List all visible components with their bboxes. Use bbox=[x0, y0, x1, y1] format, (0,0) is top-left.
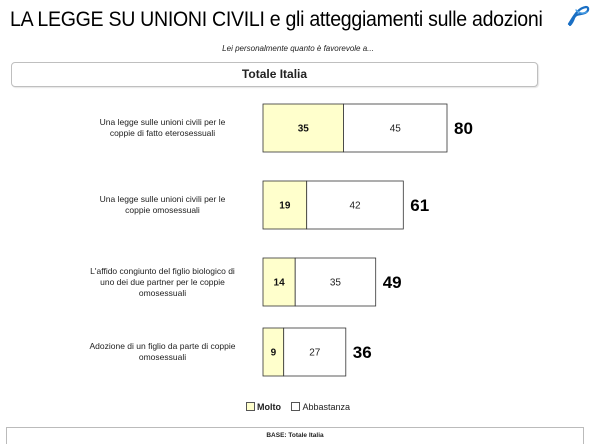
category-label-2: L'affido congiunto del figlio biologico … bbox=[70, 266, 255, 299]
value-label-abbastanza-3: 27 bbox=[309, 348, 321, 359]
base-note: BASE: Totale Italia bbox=[6, 427, 584, 444]
category-label-3: Adozione di un figlio da parte di coppie… bbox=[70, 341, 255, 363]
bar-abbastanza-3 bbox=[283, 327, 347, 377]
category-label-line: omosessuali bbox=[138, 287, 187, 298]
bar-abbastanza-1 bbox=[306, 180, 404, 230]
category-label-line: omosessuali bbox=[138, 352, 187, 362]
total-label-1: 61 bbox=[410, 196, 429, 215]
category-label-line: Adozione di un figlio da parte di coppie bbox=[89, 341, 236, 351]
legend-item-molto: Molto bbox=[245, 402, 284, 412]
total-label-0: 80 bbox=[454, 119, 473, 138]
legend-item-abbastanza: Abbastanza bbox=[291, 402, 350, 412]
total-label-3: 36 bbox=[353, 343, 372, 362]
value-label-molto-3: 9 bbox=[271, 348, 277, 359]
legend-label-molto: Molto bbox=[256, 402, 281, 412]
chart-legend: Molto Abbastanza bbox=[0, 402, 596, 412]
bar-molto-0 bbox=[262, 103, 344, 153]
total-label-2: 49 bbox=[383, 273, 402, 292]
page-title: LA LEGGE SU UNIONI CIVILI e gli atteggia… bbox=[10, 8, 543, 31]
category-label-line: coppie di fatto eterosessuali bbox=[109, 128, 216, 138]
category-label-line: L'affido congiunto del figlio biologico … bbox=[90, 265, 235, 276]
value-label-abbastanza-0: 45 bbox=[390, 124, 402, 135]
category-label-line: Una legge sulle unioni civili per le bbox=[99, 117, 226, 127]
category-label-1: Una legge sulle unioni civili per le copp… bbox=[70, 194, 255, 216]
value-label-abbastanza-1: 42 bbox=[349, 201, 361, 212]
value-label-molto-0: 35 bbox=[298, 124, 310, 135]
legend-swatch-abbastanza bbox=[291, 402, 301, 411]
stacked-bar-chart: 35 45 80 19 42 61 14 35 49 9 27 36 bbox=[262, 103, 473, 377]
question-subtitle: Lei personalmente quanto è favorevole a.… bbox=[222, 44, 374, 53]
category-label-line: uno dei due partner per le coppie bbox=[100, 276, 225, 287]
legend-swatch-molto bbox=[245, 402, 255, 411]
category-label-0: Una legge sulle unioni civili per le copp… bbox=[70, 117, 255, 139]
value-label-abbastanza-2: 35 bbox=[330, 278, 342, 289]
category-label-line: coppie omosessuali bbox=[125, 205, 200, 215]
bar-molto-1 bbox=[262, 180, 308, 230]
value-label-molto-1: 19 bbox=[279, 201, 291, 212]
blue-swirl-logo-icon bbox=[567, 5, 590, 26]
legend-label-abbastanza: Abbastanza bbox=[302, 402, 351, 412]
bar-molto-2 bbox=[262, 257, 296, 307]
segment-header: Totale Italia bbox=[11, 62, 538, 87]
bar-abbastanza-0 bbox=[343, 103, 448, 153]
value-label-molto-2: 14 bbox=[274, 278, 286, 289]
bar-abbastanza-2 bbox=[294, 257, 377, 307]
category-label-line: Una legge sulle unioni civili per le bbox=[99, 194, 226, 204]
